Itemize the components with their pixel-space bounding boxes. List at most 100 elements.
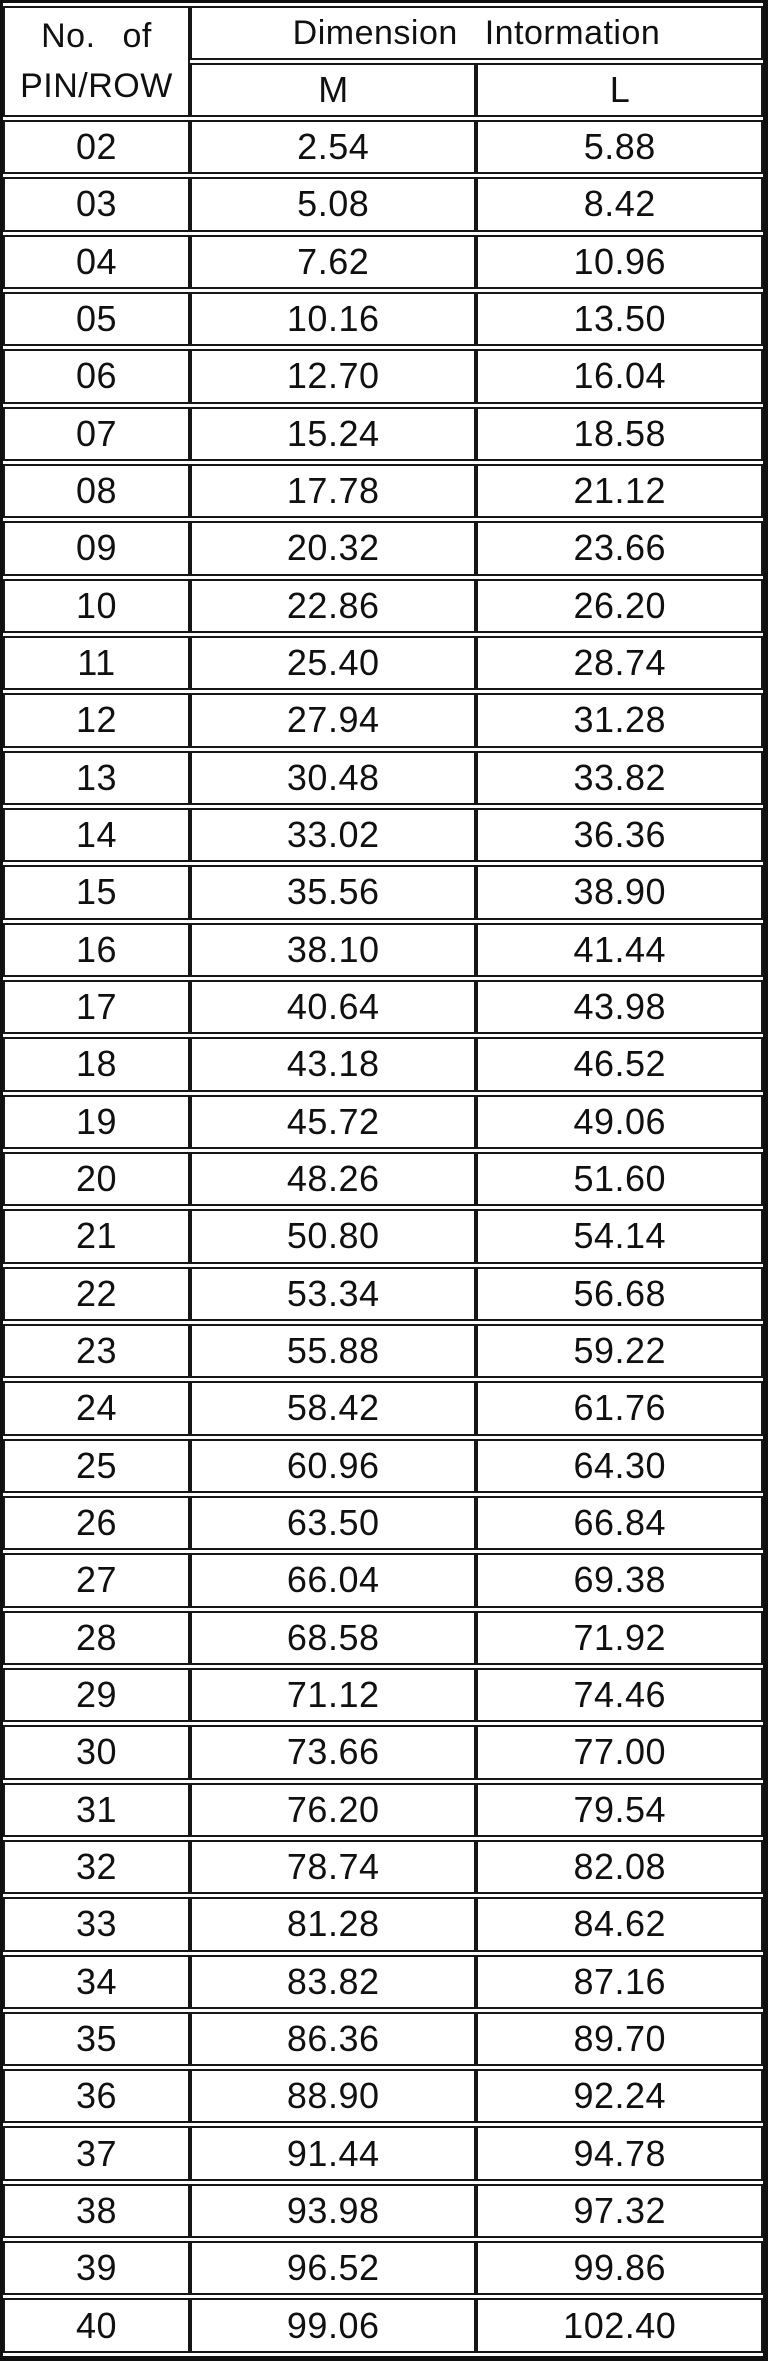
pin-count-cell: 14 — [3, 807, 190, 863]
dimension-m-cell: 25.40 — [189, 635, 477, 691]
pin-count-cell: 04 — [3, 234, 190, 289]
pin-count-cell: 30 — [3, 1725, 190, 1780]
dimension-l-cell: 74.46 — [476, 1667, 763, 1723]
dimension-l-cell: 43.98 — [476, 979, 763, 1035]
table-row: 02 2.54 5.88 — [3, 120, 763, 175]
dimension-m-cell: 5.08 — [189, 177, 477, 232]
pin-count-cell: 03 — [3, 177, 190, 232]
pin-count-cell: 20 — [3, 1151, 190, 1207]
dimension-m-cell: 10.16 — [189, 291, 477, 347]
table-row: 23 55.88 59.22 — [3, 1323, 763, 1379]
pin-count-cell: 25 — [3, 1438, 190, 1493]
dimension-m-cell: 60.96 — [189, 1438, 477, 1493]
pin-count-cell: 33 — [3, 1897, 190, 1952]
dimension-l-cell: 28.74 — [476, 635, 763, 691]
dimension-m-cell: 33.02 — [189, 807, 477, 863]
pin-count-cell: 27 — [3, 1553, 190, 1608]
dimension-m-cell: 2.54 — [189, 120, 477, 175]
dimension-m-cell: 83.82 — [189, 1954, 477, 2009]
pin-header-line1: No. of — [41, 17, 152, 56]
dimension-l-cell: 31.28 — [476, 693, 763, 748]
table-row: 08 17.78 21.12 — [3, 463, 763, 519]
table-row: 40 99.06 102.40 — [3, 2298, 763, 2353]
dimension-l-cell: 66.84 — [476, 1495, 763, 1551]
dimension-m-cell: 71.12 — [189, 1667, 477, 1723]
dimension-m-cell: 88.90 — [189, 2069, 477, 2124]
table-row: 12 27.94 31.28 — [3, 693, 763, 748]
pin-count-cell: 13 — [3, 750, 190, 805]
dimension-l-cell: 89.70 — [476, 2011, 763, 2067]
table-row: 22 53.34 56.68 — [3, 1266, 763, 1321]
dimension-m-cell: 78.74 — [189, 1839, 477, 1895]
dimension-m-cell: 17.78 — [189, 463, 477, 519]
column-header-l: L — [476, 63, 763, 117]
pin-count-cell: 12 — [3, 693, 190, 748]
pin-count-cell: 24 — [3, 1381, 190, 1436]
table-row: 05 10.16 13.50 — [3, 291, 763, 347]
pin-header-line2: PIN/ROW — [20, 66, 173, 105]
pin-count-cell: 28 — [3, 1610, 190, 1665]
table-row: 27 66.04 69.38 — [3, 1553, 763, 1608]
dimension-l-cell: 8.42 — [476, 177, 763, 232]
table-row: 30 73.66 77.00 — [3, 1725, 763, 1780]
dimension-l-cell: 51.60 — [476, 1151, 763, 1207]
table-row: 14 33.02 36.36 — [3, 807, 763, 863]
pin-count-cell: 23 — [3, 1323, 190, 1379]
dimension-m-cell: 30.48 — [189, 750, 477, 805]
pin-count-cell: 31 — [3, 1782, 190, 1837]
dimension-m-cell: 81.28 — [189, 1897, 477, 1952]
dimension-l-cell: 102.40 — [476, 2298, 763, 2353]
pin-count-cell: 17 — [3, 979, 190, 1035]
table-header: No. of PIN/ROW Dimension Intormation M L — [3, 6, 763, 117]
pin-count-cell: 21 — [3, 1209, 190, 1264]
dimension-table: No. of PIN/ROW Dimension Intormation M L… — [3, 3, 763, 2356]
table-row: 36 88.90 92.24 — [3, 2069, 763, 2124]
dimension-l-cell: 92.24 — [476, 2069, 763, 2124]
dimension-m-cell: 12.70 — [189, 349, 477, 404]
table-row: 24 58.42 61.76 — [3, 1381, 763, 1436]
table-row: 33 81.28 84.62 — [3, 1897, 763, 1952]
dimension-l-cell: 13.50 — [476, 291, 763, 347]
dimension-l-cell: 21.12 — [476, 463, 763, 519]
pin-count-cell: 26 — [3, 1495, 190, 1551]
dimension-l-cell: 46.52 — [476, 1037, 763, 1092]
dimension-m-cell: 86.36 — [189, 2011, 477, 2067]
pin-count-cell: 32 — [3, 1839, 190, 1895]
table-row: 32 78.74 82.08 — [3, 1839, 763, 1895]
table-row: 06 12.70 16.04 — [3, 349, 763, 404]
dimension-l-cell: 82.08 — [476, 1839, 763, 1895]
dimension-l-cell: 59.22 — [476, 1323, 763, 1379]
pin-count-cell: 05 — [3, 291, 190, 347]
dimension-m-cell: 96.52 — [189, 2241, 477, 2296]
dimension-m-cell: 7.62 — [189, 234, 477, 289]
dimension-l-cell: 23.66 — [476, 521, 763, 576]
table-row: 34 83.82 87.16 — [3, 1954, 763, 2009]
table-row: 04 7.62 10.96 — [3, 234, 763, 289]
dimension-l-cell: 69.38 — [476, 1553, 763, 1608]
pin-count-cell: 37 — [3, 2126, 190, 2181]
dimension-l-cell: 5.88 — [476, 120, 763, 175]
column-header-m: M — [189, 63, 477, 117]
pin-count-cell: 38 — [3, 2183, 190, 2239]
dimension-l-cell: 33.82 — [476, 750, 763, 805]
dimension-l-cell: 10.96 — [476, 234, 763, 289]
dimension-l-cell: 97.32 — [476, 2183, 763, 2239]
table-row: 16 38.10 41.44 — [3, 922, 763, 977]
dimension-l-cell: 84.62 — [476, 1897, 763, 1952]
dimension-m-cell: 58.42 — [189, 1381, 477, 1436]
dimension-l-cell: 36.36 — [476, 807, 763, 863]
dimension-l-cell: 56.68 — [476, 1266, 763, 1321]
table-row: 35 86.36 89.70 — [3, 2011, 763, 2067]
dimension-m-cell: 43.18 — [189, 1037, 477, 1092]
dimension-l-cell: 99.86 — [476, 2241, 763, 2296]
dimension-information-header-cell: Dimension Intormation — [189, 6, 763, 60]
dimension-l-cell: 26.20 — [476, 578, 763, 633]
pin-count-cell: 15 — [3, 865, 190, 920]
dimension-m-cell: 63.50 — [189, 1495, 477, 1551]
table-row: 20 48.26 51.60 — [3, 1151, 763, 1207]
dimension-m-cell: 76.20 — [189, 1782, 477, 1837]
pin-count-cell: 29 — [3, 1667, 190, 1723]
pin-count-cell: 16 — [3, 922, 190, 977]
pin-count-cell: 09 — [3, 521, 190, 576]
